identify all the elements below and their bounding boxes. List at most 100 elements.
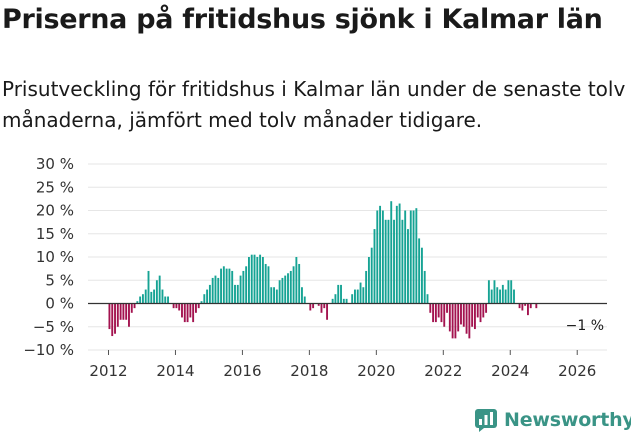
bar — [334, 294, 337, 304]
y-tick-label: 10 % — [36, 248, 74, 266]
y-tick-label: 5 % — [45, 271, 74, 289]
bar — [387, 219, 390, 304]
y-tick-label: −10 % — [23, 341, 74, 359]
bar — [359, 282, 362, 304]
bar — [409, 210, 412, 304]
bar — [404, 210, 407, 304]
y-tick-label: −5 % — [33, 318, 74, 336]
bar — [119, 303, 122, 320]
bar — [342, 298, 345, 304]
bar — [479, 303, 482, 323]
bar — [535, 303, 538, 309]
bar — [446, 303, 448, 313]
bar — [496, 287, 499, 304]
bar — [337, 284, 340, 304]
bar — [172, 303, 175, 309]
bar — [264, 263, 267, 304]
bar — [434, 303, 437, 323]
bar — [284, 275, 287, 304]
bar — [108, 303, 111, 330]
bar — [323, 303, 326, 309]
bar — [133, 303, 136, 309]
bar — [448, 303, 451, 332]
bar — [161, 289, 164, 304]
bar — [513, 289, 515, 304]
bar — [423, 270, 426, 304]
bar — [273, 287, 275, 304]
bar — [487, 280, 490, 304]
bar — [275, 289, 278, 304]
bar — [524, 303, 527, 306]
bar — [203, 294, 206, 304]
bar — [507, 280, 510, 304]
y-tick-label: 0 % — [45, 295, 74, 313]
bar — [370, 247, 373, 304]
bar — [465, 303, 468, 334]
bar — [136, 301, 139, 304]
bar — [186, 303, 189, 323]
bar — [501, 284, 504, 304]
bar — [175, 303, 178, 309]
bar — [376, 210, 379, 304]
bar — [222, 266, 225, 304]
bar — [225, 268, 228, 304]
bar — [208, 284, 211, 304]
bar — [521, 303, 524, 311]
bar — [390, 201, 393, 304]
bar — [420, 247, 423, 304]
bar — [211, 277, 214, 304]
bar — [270, 287, 273, 304]
bar-chart: −10 % −5 % 0 % 5 % 10 % 15 % 20 % 25 % 30 % 2012… — [23, 155, 607, 380]
bar — [220, 268, 222, 304]
bar — [245, 266, 248, 304]
bar — [529, 303, 532, 309]
bar — [504, 289, 507, 304]
bar — [144, 289, 147, 304]
bar — [192, 303, 195, 323]
bar — [125, 303, 128, 320]
bar — [317, 303, 320, 306]
x-tick-label: 2014 — [156, 362, 194, 380]
bar — [259, 254, 262, 304]
bar — [194, 303, 197, 313]
bar — [415, 208, 418, 304]
x-tick-label: 2016 — [223, 362, 261, 380]
bar — [527, 303, 529, 316]
bar — [345, 298, 348, 304]
bar — [167, 296, 169, 304]
bar — [326, 303, 329, 320]
bar — [158, 275, 161, 304]
brand-logo: Newsworthy — [474, 408, 631, 432]
bar — [476, 303, 479, 318]
bar — [373, 229, 376, 304]
bar — [256, 257, 259, 304]
bar — [468, 303, 471, 339]
bar — [298, 263, 301, 304]
bar — [309, 303, 312, 311]
bar — [351, 294, 354, 304]
bar — [261, 257, 264, 304]
bar — [164, 296, 167, 304]
bar — [451, 303, 454, 339]
bar — [384, 219, 387, 304]
bar — [401, 219, 404, 304]
bar — [303, 296, 306, 304]
bar — [155, 280, 158, 304]
bar — [356, 289, 359, 304]
bar — [141, 294, 144, 304]
bar — [178, 303, 181, 311]
bar — [340, 284, 342, 304]
chart-subtitle: Prisutveckling för fritidshus i Kalmar l… — [2, 77, 626, 132]
bar — [231, 270, 234, 304]
bar — [499, 289, 501, 304]
bar — [267, 266, 270, 304]
bar — [418, 238, 421, 304]
bar — [412, 210, 415, 304]
x-tick-label: 2020 — [357, 362, 395, 380]
bar — [312, 303, 315, 309]
bar — [181, 303, 183, 318]
bar — [432, 303, 435, 323]
bar — [381, 210, 384, 304]
bar — [183, 303, 186, 323]
bar — [398, 203, 401, 304]
